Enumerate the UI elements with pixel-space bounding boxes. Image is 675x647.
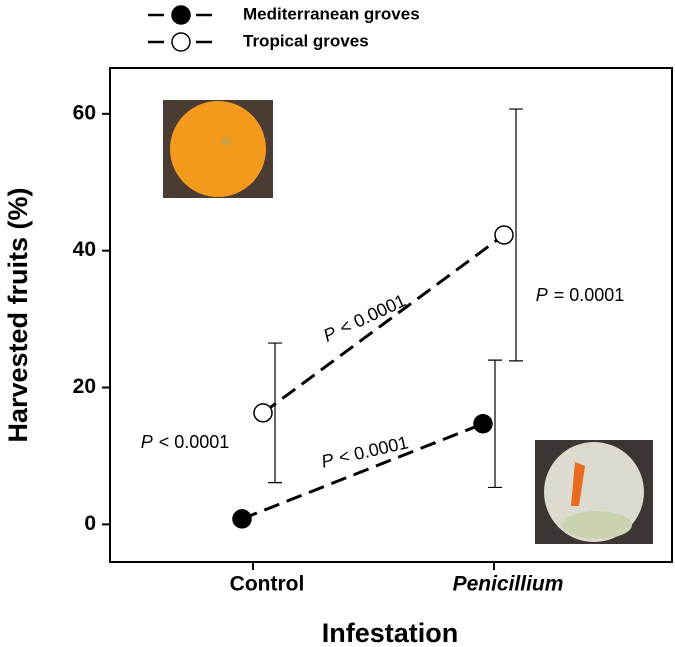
plot-frame	[109, 67, 673, 563]
legend-label: Tropical groves	[243, 31, 369, 50]
annotation-p: P	[141, 432, 153, 452]
data-point	[253, 403, 273, 423]
data-point	[473, 414, 493, 434]
orange-photo	[163, 100, 273, 198]
annotation-p: P	[536, 285, 548, 305]
x-axis-label: Infestation	[322, 618, 459, 647]
series-line	[241, 422, 484, 521]
x-tick-label: Penicillium	[453, 573, 564, 596]
series-line	[262, 233, 505, 415]
error-bar	[509, 108, 523, 362]
data-point	[232, 509, 252, 529]
error-bar	[268, 342, 282, 484]
annotation-p: P	[319, 449, 335, 471]
legend-marker	[171, 5, 191, 25]
annotation-text: = 0.0001	[554, 285, 625, 305]
y-tick-label: 40	[73, 238, 96, 261]
data-point	[494, 225, 514, 245]
legend-marker	[171, 32, 191, 52]
y-tick-label: 60	[73, 101, 96, 124]
annotation-text: < 0.0001	[336, 290, 408, 338]
annotation-p: P	[320, 322, 339, 345]
rotten-orange-photo	[535, 440, 653, 544]
y-tick-label: 20	[73, 375, 96, 398]
error-bar	[488, 359, 502, 489]
y-tick-label: 0	[84, 512, 96, 535]
legend-label: Mediterranean groves	[243, 4, 420, 23]
annotation-text: < 0.0001	[159, 432, 230, 452]
annotation-text: < 0.0001	[337, 432, 410, 467]
y-axis-label: Harvested fruits (%)	[3, 187, 33, 442]
annotation: P = 0.0001	[536, 285, 625, 305]
x-tick-label: Control	[230, 573, 305, 596]
annotation: P < 0.0001	[141, 432, 230, 452]
annotation: P< 0.0001	[319, 432, 410, 471]
